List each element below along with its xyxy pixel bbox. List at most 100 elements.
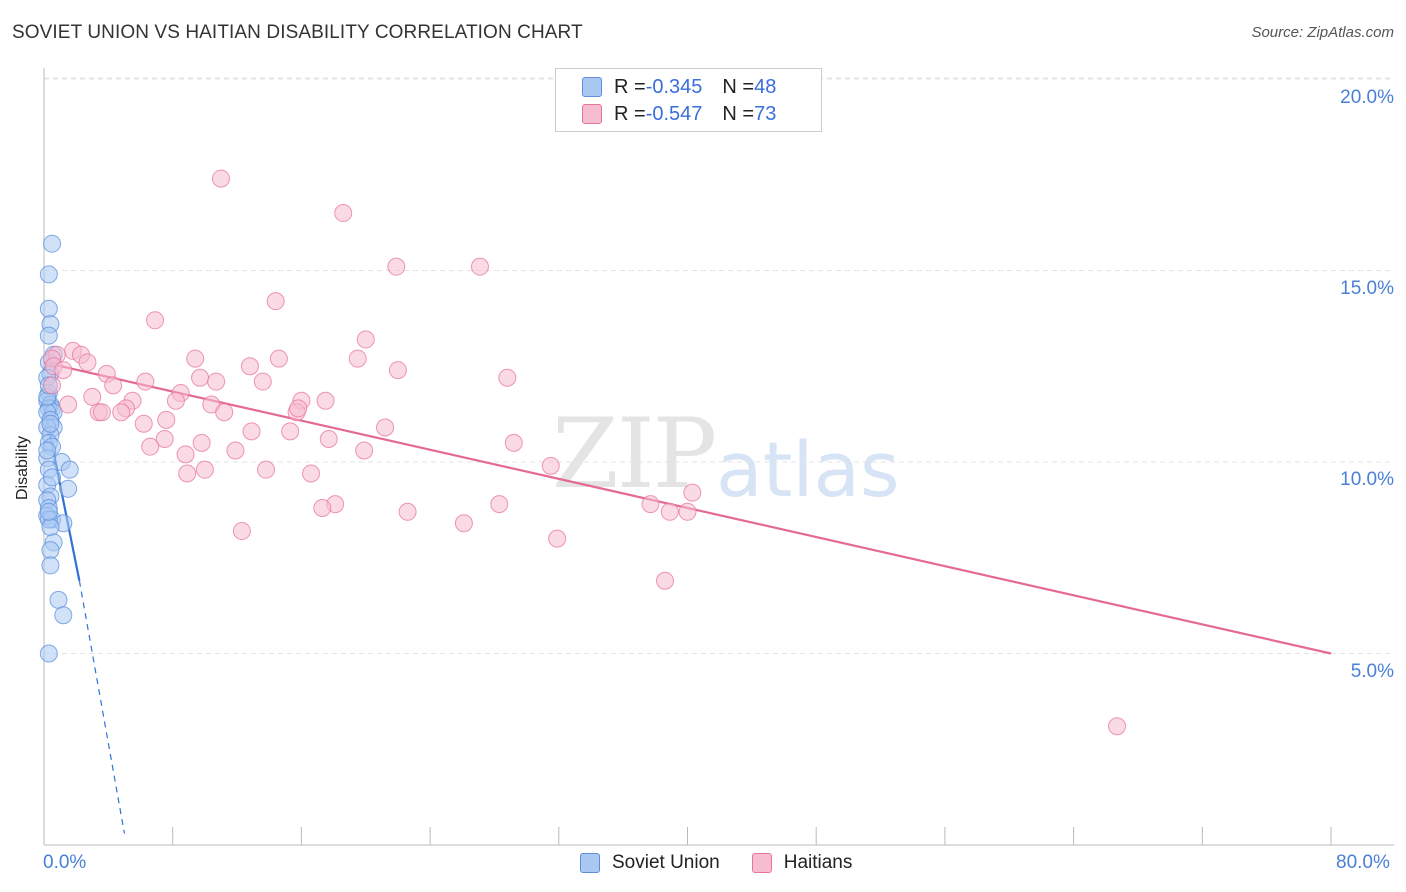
y-tick-label: 5.0% [1350,661,1394,682]
haitian-point [215,403,234,422]
haitian-point [454,514,473,533]
n-label: N = [722,75,755,98]
trend-lines [42,361,1332,834]
haitian-point [334,204,353,223]
n-value: 48 [754,75,777,98]
legend-label: Haitians [783,852,853,873]
haitian-point [157,410,176,429]
haitian-point [195,460,214,479]
haitian-point [92,403,111,422]
haitian-point [83,387,102,406]
r-label: R = [614,75,646,98]
soviet-point [38,441,57,460]
stats-legend: R = -0.345 N = 48 R = -0.547 N = 73 [555,68,822,132]
haitian-point [211,169,230,188]
haitian-point [192,433,211,452]
legend-item-soviet-union[interactable]: Soviet Union [580,852,720,874]
haitian-point [376,418,395,437]
haitian-point [398,502,417,521]
haitian-point [388,361,407,380]
haitian-point [146,311,165,330]
stats-row-soviet: R = -0.345 N = 48 [582,75,776,99]
soviet-point [39,265,58,284]
haitian-swatch [751,853,772,873]
soviet-point [43,468,62,487]
watermark-atlas: atlas [716,425,900,514]
soviet-trend-extension [78,580,126,834]
haitian-point [43,376,62,395]
legend-item-haitians[interactable]: Haitians [751,852,853,874]
y-tick-label: 20.0% [1340,87,1394,108]
haitian-point [302,464,321,483]
haitian-point [683,483,702,502]
soviet-point [39,502,58,521]
haitian-point [678,502,697,521]
haitian-point [504,433,523,452]
haitian-point [141,437,160,456]
haitian-point [176,445,195,464]
haitian-point [134,414,153,433]
haitian-point [660,502,679,521]
haitian-point [253,372,272,391]
soviet-point [39,299,58,318]
haitian-point [166,391,185,410]
legend-label: Soviet Union [612,852,720,873]
haitian-point [316,391,335,410]
haitian-point [348,349,367,368]
haitian-point [104,376,123,395]
haitian-point [59,395,78,414]
soviet-point [60,460,79,479]
stats-row-haitian: R = -0.547 N = 73 [582,102,776,126]
haitian-point [356,330,375,349]
haitian-point [207,372,226,391]
soviet-point [39,326,58,345]
haitian-point [186,349,205,368]
haitian-point [266,292,285,311]
haitian-point [541,456,560,475]
haitian-point [191,368,210,387]
haitian-swatch [582,104,602,124]
haitian-point [1108,717,1127,736]
haitian-point [269,349,288,368]
soviet-point [49,590,68,609]
soviet-point [54,606,73,625]
haitian-point [155,430,174,449]
soviet-point [41,414,60,433]
haitian-point [78,353,97,372]
haitian-point [387,257,406,276]
axes [43,68,1394,846]
n-label: N = [722,102,755,125]
haitian-point [319,430,338,449]
haitian-point [136,372,155,391]
soviet-point [59,479,78,498]
haitian-point [289,399,308,418]
source-label: Source: ZipAtlas.com [1251,24,1394,41]
haitian-point [232,521,251,540]
haitian-point [641,495,660,514]
haitian-point [313,498,332,517]
haitian-point [355,441,374,460]
soviet-point [41,541,60,560]
haitian-point [257,460,276,479]
soviet-point [43,234,62,253]
haitian-point [178,464,197,483]
r-value: -0.547 [645,102,703,125]
soviet-point [39,644,58,663]
y-tick-label: 10.0% [1340,469,1394,490]
haitian-point [242,422,261,441]
r-label: R = [614,102,646,125]
haitian-point [490,495,509,514]
haitian-point [240,357,259,376]
soviet-swatch [582,77,602,97]
haitian-point [226,441,245,460]
haitian-point [112,403,131,422]
soviet-swatch [580,853,600,873]
soviet-point [41,556,60,575]
haitian-point [498,368,517,387]
y-tick-label: 15.0% [1340,278,1394,299]
data-points [38,169,1127,736]
x-tick-label: 0.0% [43,852,87,873]
haitian-point [281,422,300,441]
series-legend: Soviet Union Haitians [580,852,884,874]
